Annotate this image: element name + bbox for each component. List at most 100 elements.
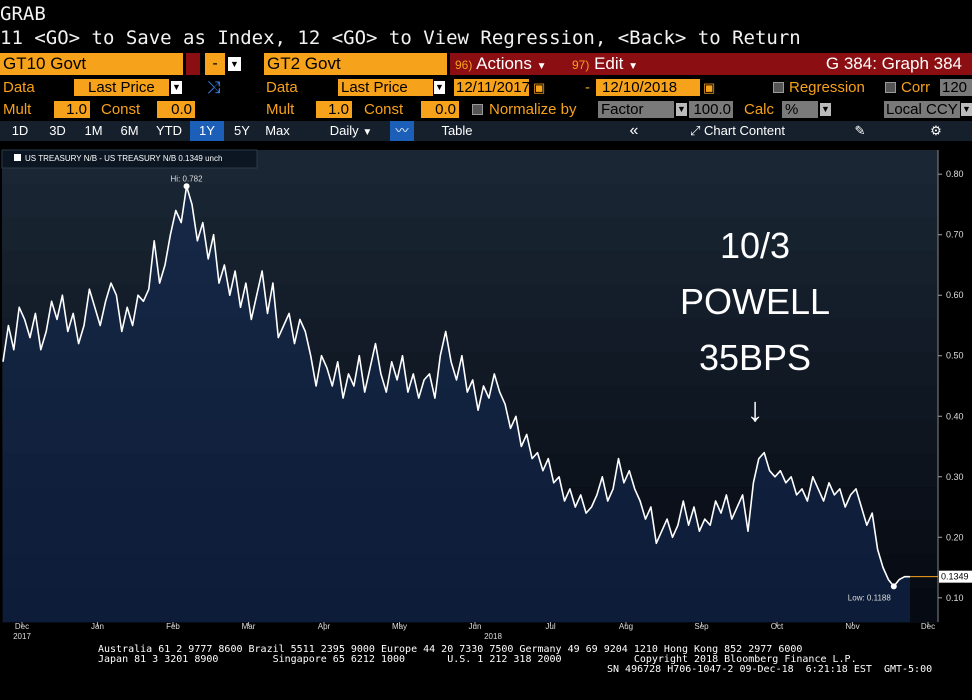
x-tick-label: Jun [469, 622, 482, 631]
annotation-line2: POWELL [679, 281, 831, 322]
y-tick-label: 0.60 [946, 290, 964, 300]
edit-label: Edit [594, 54, 624, 73]
collapse-icon: « [629, 122, 639, 139]
period-tab-6m[interactable]: 6M [120, 123, 139, 138]
frequency-select[interactable]: Daily ▼ [318, 121, 384, 143]
currency-select-value: Local CCY [886, 101, 958, 118]
frequency-value: Daily [329, 123, 359, 138]
calc-label: Calc [744, 101, 775, 118]
terminal-title: GRAB [0, 3, 46, 25]
normalize-amount-value: 100.0 [693, 101, 731, 118]
command-line: 11 <GO> to Save as Index, 12 <GO> to Vie… [0, 27, 801, 49]
end-calendar-icon[interactable]: ▣ [703, 80, 716, 95]
operator-field[interactable]: - [205, 53, 225, 75]
normalize-select-value: Factor [601, 101, 644, 118]
annotation-line3: 35BPS [698, 337, 812, 378]
annotation-text: 10/3 POWELL 35BPS [655, 218, 855, 386]
period-tab-max[interactable]: Max [265, 123, 290, 138]
data1-label: Data [3, 79, 35, 96]
currency-select[interactable]: Local CCY [884, 101, 960, 118]
corr-field[interactable]: 120 [940, 79, 972, 96]
line-chart-icon[interactable]: 〰 [390, 121, 414, 141]
collapse-button[interactable]: « [620, 121, 648, 141]
red-menu-bar [450, 53, 972, 75]
normalize-label: Normalize by [489, 101, 577, 118]
x-tick-label: Dec [921, 622, 935, 631]
period-tab-3d[interactable]: 3D [49, 123, 66, 138]
period-tab-ytd[interactable]: YTD [156, 123, 182, 138]
data1-field[interactable]: Last Price [74, 79, 169, 96]
data1-value: Last Price [88, 79, 155, 96]
const2-value: 0.0 [435, 101, 456, 118]
const1-label: Const [101, 101, 141, 118]
normalize-checkbox[interactable] [472, 104, 483, 115]
edit-number: 97) [572, 58, 590, 72]
period-tab-1d[interactable]: 1D [11, 123, 29, 138]
mult2-value: 1.0 [328, 101, 349, 118]
start-date-field[interactable]: 12/11/2017 [454, 79, 530, 96]
x-tick-label: Mar [242, 622, 256, 631]
start-calendar-icon[interactable]: ▣ [533, 80, 546, 95]
footer-line3: SN 496728 H706-1047-2 09-Dec-18 6:21:18 … [607, 664, 933, 675]
edit-dropdown-icon: ▼ [628, 61, 639, 72]
x-tick-label: Apr [318, 622, 331, 631]
spread-chart: 0.10 0.20 0.30 0.40 0.50 0.60 0.70 0.80 Dec Jan Fe… [0, 144, 972, 644]
date-separator: - [585, 79, 590, 96]
last-value-box [939, 570, 972, 583]
corr-checkbox[interactable] [885, 82, 896, 93]
high-marker [183, 183, 190, 190]
edit-chart-icon[interactable]: ✎ [854, 123, 866, 138]
x-year-label: 2017 [13, 632, 31, 641]
security-bar: GT10 Govt - ▼ GT2 Govt 96) Actions ▼ 97)… [0, 53, 972, 75]
security1-field[interactable]: GT10 Govt [0, 53, 183, 75]
x-tick-label: Jan [91, 622, 104, 631]
period-tab-5y[interactable]: 5Y [234, 123, 250, 138]
currency-dropdown-icon[interactable]: ▼ [961, 103, 972, 116]
calc-dropdown-icon[interactable]: ▼ [820, 103, 831, 116]
security2-field[interactable]: GT2 Govt [264, 53, 447, 75]
actions-menu[interactable]: 96) Actions ▼ [455, 53, 547, 75]
regression-checkbox[interactable] [773, 82, 784, 93]
table-button[interactable]: Table [425, 121, 489, 141]
x-tick-label: Feb [166, 622, 180, 631]
calc-select[interactable]: % [782, 101, 818, 118]
chart-content-label: Chart Content [704, 123, 785, 138]
mult1-field[interactable]: 1.0 [54, 101, 90, 118]
normalize-dropdown-icon[interactable]: ▼ [676, 103, 687, 116]
chart-toolbar: 1D 3D 1M 6M YTD 1Y 5Y Max Daily ▼ 〰 Table « ⤢ C… [0, 121, 972, 141]
end-date-field[interactable]: 12/10/2018 [596, 79, 700, 96]
y-tick-label: 0.20 [946, 532, 964, 542]
actions-number: 96) [455, 58, 473, 72]
regression-label: Regression [789, 79, 865, 96]
frequency-dropdown-icon: ▼ [362, 127, 373, 138]
edit-menu[interactable]: 97) Edit ▼ [572, 53, 638, 75]
last-value-label: 0.1349 [941, 572, 969, 582]
end-date-value: 12/10/2018 [602, 79, 678, 96]
period-tab-1y[interactable]: 1Y [190, 121, 224, 141]
security1-value: GT10 Govt [3, 54, 87, 73]
const1-field[interactable]: 0.0 [157, 101, 195, 118]
annotation-line1: 10/3 [719, 225, 791, 266]
y-tick-label: 0.10 [946, 593, 964, 603]
const2-field[interactable]: 0.0 [421, 101, 459, 118]
operator-dropdown-icon[interactable]: ▼ [228, 57, 241, 71]
chart-content-button[interactable]: ⤢ Chart Content [675, 121, 800, 141]
x-tick-label: Jul [545, 622, 555, 631]
data2-dropdown-icon[interactable]: ▼ [434, 81, 445, 94]
graph-id: G 384: Graph 384 [825, 54, 962, 73]
normalize-amount-field[interactable]: 100.0 [689, 101, 733, 118]
start-date-value: 12/11/2017 [456, 79, 530, 96]
x-tick-label: Nov [845, 622, 859, 631]
data2-field[interactable]: Last Price [338, 79, 433, 96]
swap-icon[interactable]: ⤨ [207, 78, 221, 97]
mult2-field[interactable]: 1.0 [316, 101, 352, 118]
annotation-arrow: ↓ [746, 391, 764, 429]
normalize-select[interactable]: Factor [598, 101, 674, 118]
settings-gear-icon[interactable]: ⚙ [930, 123, 942, 138]
const2-label: Const [364, 101, 404, 118]
period-tab-1m[interactable]: 1M [84, 123, 103, 138]
y-tick-label: 0.70 [946, 230, 964, 240]
footer-line2: Japan 81 3 3201 8900 Singapore 65 6212 1… [98, 654, 857, 665]
data1-dropdown-icon[interactable]: ▼ [171, 81, 182, 94]
mult2-label: Mult [266, 101, 295, 118]
